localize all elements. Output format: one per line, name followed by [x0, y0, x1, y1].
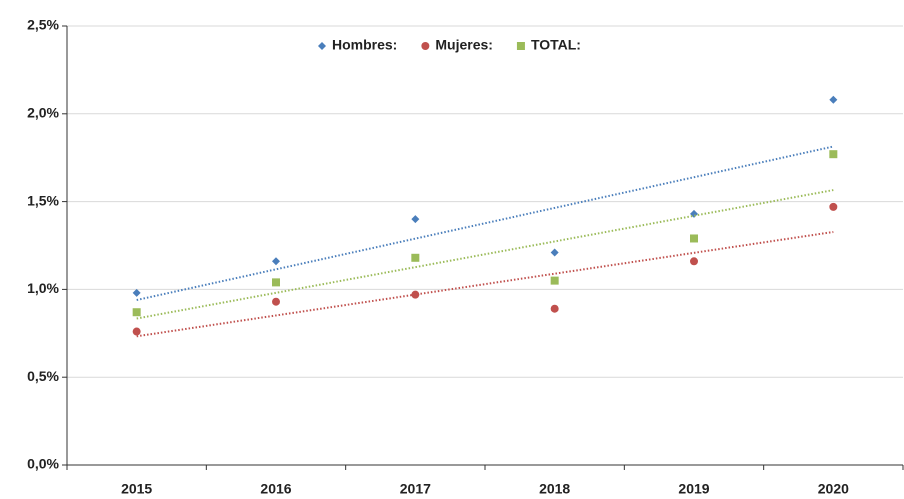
point: [272, 257, 280, 266]
point: [690, 234, 698, 243]
legend-label: TOTAL:: [531, 37, 581, 53]
trend-line: [136, 145, 834, 301]
y-tick-label: 1,5%: [27, 192, 59, 208]
x-tick-label: 2018: [539, 481, 570, 497]
point: [550, 276, 559, 285]
y-tick-label: 1,0%: [27, 280, 59, 296]
y-tick-label: 0,0%: [27, 456, 59, 472]
point: [132, 288, 141, 297]
point: [318, 42, 326, 50]
point: [516, 42, 525, 50]
y-tick-label: 2,5%: [27, 17, 59, 33]
x-tick-label: 2019: [678, 481, 709, 497]
y-tick-label: 2,0%: [27, 105, 59, 121]
point: [550, 248, 559, 257]
x-tick-label: 2016: [260, 481, 291, 497]
x-tick-label: 2020: [818, 481, 849, 497]
point: [421, 42, 430, 50]
point: [411, 215, 420, 224]
trend-line: [136, 230, 834, 338]
point: [132, 327, 141, 336]
x-tick-label: 2017: [400, 481, 431, 497]
legend-label: Hombres:: [332, 37, 397, 53]
point: [550, 304, 559, 313]
legend-label: Mujeres:: [435, 37, 493, 53]
point: [829, 95, 838, 104]
point: [829, 150, 838, 159]
point: [411, 290, 420, 299]
point: [690, 257, 698, 266]
y-tick-label: 0,5%: [27, 368, 59, 384]
point: [272, 297, 280, 306]
trend-line: [136, 189, 834, 320]
point: [411, 253, 420, 262]
point: [132, 308, 141, 317]
point: [829, 202, 838, 211]
x-tick-label: 2015: [121, 481, 152, 497]
point: [272, 278, 280, 287]
